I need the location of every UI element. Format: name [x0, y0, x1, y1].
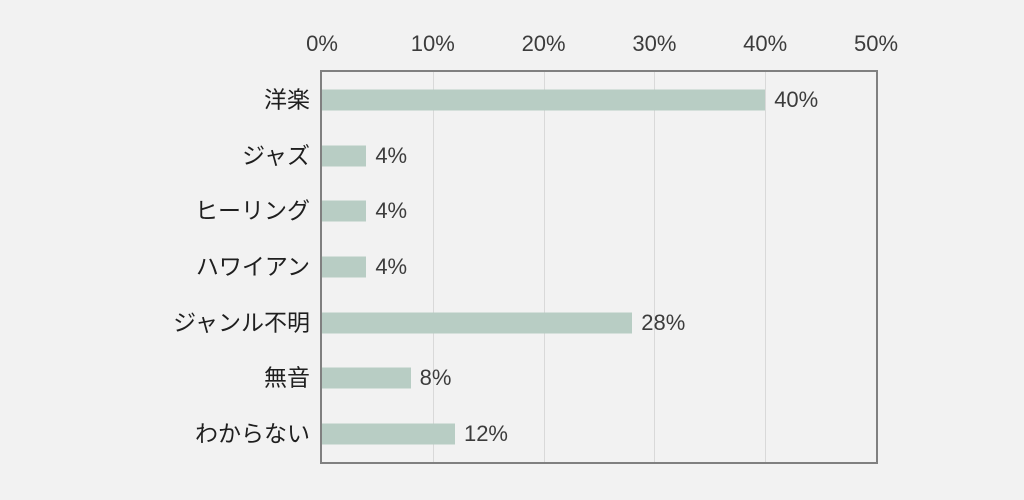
bar-row: 4% [322, 183, 876, 239]
bar-row: 8% [322, 351, 876, 407]
gridlines [322, 72, 876, 462]
y-category-label: 無音 [264, 364, 310, 391]
gridline [765, 72, 767, 462]
x-tick-label: 50% [853, 31, 899, 56]
gridline [654, 72, 656, 462]
gridline [432, 72, 434, 462]
x-tick-label: 0% [306, 31, 338, 56]
bar-row: 28% [322, 295, 876, 351]
bar-rows: 40% 4% 4% 4% 28% 8% 12% [322, 72, 876, 462]
plot-area: 40% 4% 4% 4% 28% 8% 12% [320, 70, 878, 464]
bar-row: 4% [322, 239, 876, 295]
x-tick-label: 10% [410, 31, 455, 56]
x-axis-tick-labels: 0% 10% 20% 30% 40% 50% [0, 28, 1024, 60]
bar[interactable] [322, 367, 411, 389]
bar-row: 4% [322, 128, 876, 184]
bar-value-label: 8% [419, 365, 452, 391]
bar[interactable] [322, 89, 766, 111]
bar-row: 12% [322, 406, 876, 462]
y-category-label: ジャズ [242, 142, 310, 169]
x-tick-label: 40% [743, 31, 788, 56]
y-category-label: ハワイアン [195, 253, 310, 280]
y-category-label: 洋楽 [264, 86, 310, 113]
y-category-label: ヒーリング [195, 197, 310, 224]
bar[interactable] [322, 200, 367, 222]
x-tick-label: 30% [632, 31, 677, 56]
bar[interactable] [322, 312, 633, 334]
bar-value-label: 40% [774, 86, 819, 112]
bar[interactable] [322, 256, 367, 278]
bar-value-label: 28% [641, 309, 686, 335]
bar-value-label: 4% [375, 198, 408, 224]
bar-value-label: 4% [375, 142, 408, 168]
bar-value-label: 12% [463, 421, 508, 447]
y-category-label: わからない [195, 420, 310, 447]
bar[interactable] [322, 145, 367, 167]
bar-row: 40% [322, 72, 876, 128]
bar-value-label: 4% [375, 253, 408, 279]
y-category-label: ジャンル不明 [173, 309, 310, 336]
x-tick-label: 20% [521, 31, 566, 56]
bar[interactable] [322, 423, 455, 445]
y-axis-category-labels: 洋楽ジャズヒーリングハワイアンジャンル不明無音わからない [0, 70, 310, 464]
gridline [543, 72, 545, 462]
